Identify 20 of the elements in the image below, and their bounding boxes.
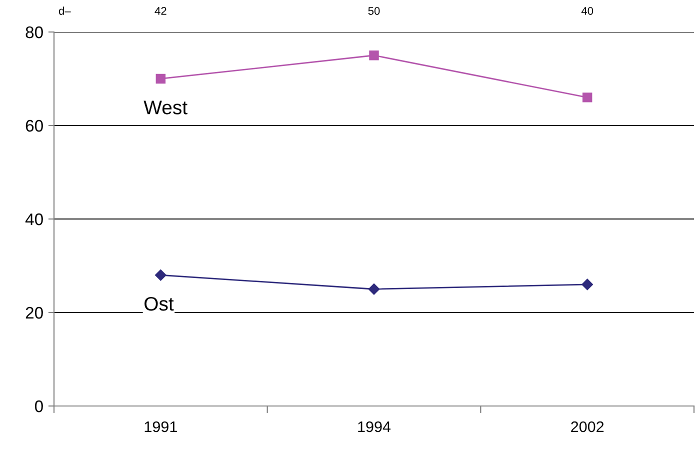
text: 42 — [154, 6, 166, 15]
text: 40 — [581, 6, 594, 15]
point — [582, 278, 593, 290]
text: d– — [58, 6, 71, 15]
y-tick-label: 0 — [34, 400, 43, 412]
y-tick-label: 80 — [26, 26, 43, 38]
point — [368, 284, 380, 295]
point — [582, 92, 592, 102]
point — [156, 74, 166, 84]
y-tick-label: 60 — [26, 120, 43, 132]
x-tick-label: 2002 — [571, 421, 604, 432]
series-label: West — [144, 100, 188, 114]
y-tick-label: 20 — [26, 306, 43, 319]
point — [369, 50, 379, 60]
point — [155, 269, 166, 281]
y-tick-label: 40 — [25, 213, 43, 226]
x-tick-label: 1994 — [358, 421, 391, 432]
text: 50 — [368, 6, 380, 15]
x-tick-label: 1991 — [144, 421, 177, 432]
series-label: Ost — [144, 296, 174, 311]
